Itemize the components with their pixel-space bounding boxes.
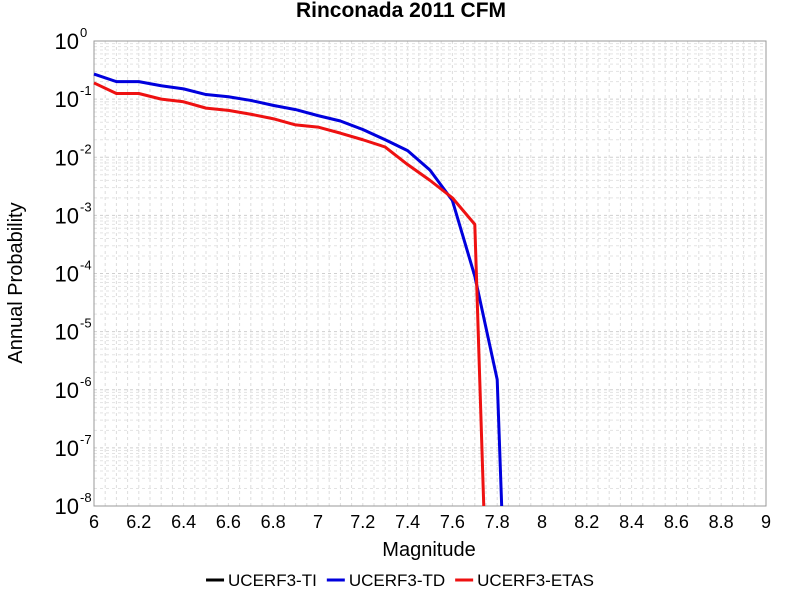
- legend-item: UCERF3-TD: [326, 571, 445, 590]
- y-tick-base: 10: [55, 29, 79, 54]
- x-tick-label: 6: [89, 512, 99, 532]
- x-tick-label: 7.2: [350, 512, 375, 532]
- y-tick-label: 10 -8: [55, 490, 92, 519]
- y-tick-base: 10: [55, 145, 79, 170]
- x-tick-label: 7.4: [395, 512, 420, 532]
- y-tick-base: 10: [55, 436, 79, 461]
- legend: UCERF3-TI UCERF3-TD UCERF3-ETAS: [206, 571, 594, 590]
- chart-title: Rinconada 2011 CFM: [296, 0, 506, 22]
- x-tick-label: 6.2: [126, 512, 151, 532]
- x-tick-label: 7.8: [485, 512, 510, 532]
- legend-item: UCERF3-TI: [206, 571, 317, 590]
- x-tick-label: 9: [761, 512, 771, 532]
- grid: [93, 41, 767, 507]
- legend-label: UCERF3-TD: [349, 571, 445, 590]
- y-tick-label: 10 -4: [55, 258, 92, 287]
- x-tick-label: 8.6: [664, 512, 689, 532]
- y-tick-exponent: 0: [80, 25, 87, 40]
- y-tick-exponent: -3: [80, 199, 92, 214]
- x-axis-label: Magnitude: [382, 539, 475, 561]
- y-tick-exponent: -6: [80, 374, 92, 389]
- x-tick-label: 6.8: [261, 512, 286, 532]
- legend-item: UCERF3-ETAS: [455, 571, 594, 590]
- x-tick-label: 8.2: [574, 512, 599, 532]
- y-axis-label: Annual Probability: [5, 202, 27, 363]
- x-axis-ticks: 6 6.2 6.4 6.6 6.8 7 7.2 7.4 7.6 7.8 8 8.2 8.4 8.6 8.8 9: [89, 512, 771, 532]
- x-tick-label: 8.8: [709, 512, 734, 532]
- y-tick-exponent: -2: [80, 141, 92, 156]
- x-tick-label: 7: [313, 512, 323, 532]
- y-tick-exponent: -5: [80, 316, 92, 331]
- y-tick-exponent: -7: [80, 432, 92, 447]
- y-tick-base: 10: [55, 378, 79, 403]
- x-tick-label: 8.4: [619, 512, 644, 532]
- x-tick-label: 6.6: [216, 512, 241, 532]
- y-tick-label: 10 -1: [55, 83, 92, 112]
- legend-label: UCERF3-TI: [228, 571, 317, 590]
- series-lines: [93, 72, 504, 507]
- plot-frame: [93, 40, 767, 507]
- y-tick-exponent: -1: [80, 83, 92, 98]
- series-line-ucerf3-td: [93, 72, 504, 507]
- x-tick-label: 6.4: [171, 512, 196, 532]
- x-tick-label: 8: [537, 512, 547, 532]
- y-tick-label: 10 -3: [55, 199, 92, 228]
- y-tick-base: 10: [55, 494, 79, 519]
- y-tick-label: 10 -7: [55, 432, 92, 461]
- y-tick-base: 10: [55, 320, 79, 345]
- y-tick-exponent: -8: [80, 490, 92, 505]
- x-tick-label: 7.6: [440, 512, 465, 532]
- y-tick-base: 10: [55, 262, 79, 287]
- legend-label: UCERF3-ETAS: [477, 571, 594, 590]
- y-tick-label: 10 -5: [55, 316, 92, 345]
- y-tick-base: 10: [55, 87, 79, 112]
- y-tick-exponent: -4: [80, 258, 92, 273]
- series-line-ucerf3-etas: [93, 81, 486, 507]
- y-tick-label: 10 -2: [55, 141, 92, 170]
- y-tick-base: 10: [55, 203, 79, 228]
- y-tick-label: 10 -6: [55, 374, 92, 403]
- y-tick-label: 10 0: [55, 25, 88, 54]
